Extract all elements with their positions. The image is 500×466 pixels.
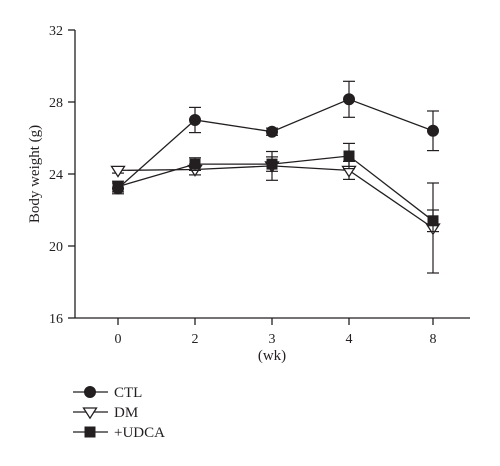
y-tick-label: 16: [49, 312, 63, 327]
legend-item: +UDCA: [73, 425, 165, 441]
series-udca: [112, 142, 439, 233]
data-point: [189, 158, 201, 170]
y-axis-label: Body weight (g): [27, 125, 43, 223]
y-tick-label: 32: [49, 24, 63, 39]
y-tick-label: 28: [49, 96, 63, 111]
data-point: [266, 158, 278, 170]
legend-marker: [84, 426, 96, 438]
x-tick-label: 4: [346, 332, 353, 347]
series-dm: [110, 150, 441, 274]
x-axis-label: (wk): [258, 348, 286, 364]
data-point: [266, 125, 278, 138]
series-line: [117, 98, 434, 189]
x-tick-label: 0: [115, 332, 122, 347]
data-point: [343, 150, 355, 162]
legend-marker: [84, 386, 96, 398]
y-tick-label: 24: [49, 168, 63, 183]
x-tick-label: 2: [192, 332, 199, 347]
y-tick-label: 20: [49, 240, 63, 255]
legend-item: DM: [73, 405, 138, 421]
axes: Body weight (g) (wk): [27, 30, 470, 364]
data-point: [112, 181, 124, 193]
data-point: [343, 93, 355, 106]
legend-label: DM: [114, 405, 138, 421]
series-ctl: [112, 80, 439, 195]
data-point: [427, 215, 439, 227]
ticks: 16 20 24 28 32 0 2 3 4 8: [49, 24, 437, 347]
legend-label: CTL: [114, 385, 142, 401]
legend: CTL DM +UDCA: [73, 385, 165, 441]
legend-item: CTL: [73, 385, 142, 401]
x-tick-label: 8: [430, 332, 437, 347]
data-point: [427, 124, 439, 137]
series-marks: [110, 80, 441, 274]
legend-label: +UDCA: [114, 425, 165, 441]
series-line: [117, 165, 434, 229]
data-point: [189, 114, 201, 126]
data-point: [110, 165, 126, 178]
x-tick-label: 3: [269, 332, 276, 347]
legend-marker: [82, 407, 98, 420]
